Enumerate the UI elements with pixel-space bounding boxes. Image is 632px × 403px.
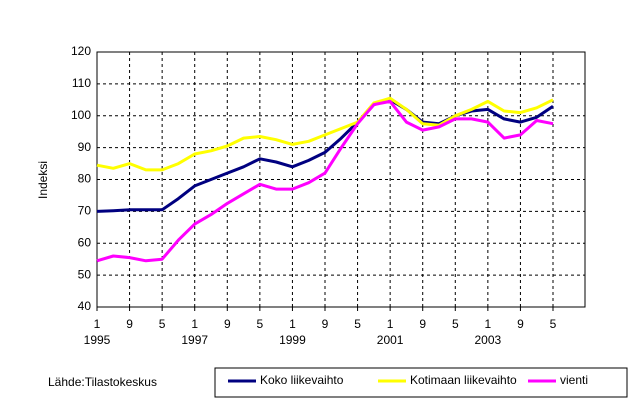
legend-box xyxy=(214,367,628,398)
x-tick-label: 9 xyxy=(126,317,133,331)
x-tick-label: 1 xyxy=(191,317,198,331)
y-tick-label: 90 xyxy=(78,140,92,154)
series-line xyxy=(96,98,554,213)
series-line xyxy=(96,99,554,263)
x-tick-label: 5 xyxy=(452,317,459,331)
x-tick-label: 1 xyxy=(485,317,492,331)
plot-border xyxy=(96,51,586,308)
y-tick-label: 70 xyxy=(78,204,92,218)
legend-label: Kotimaan liikevaihto xyxy=(410,373,517,387)
x-tick-label: 5 xyxy=(159,317,166,331)
y-tick-label: 100 xyxy=(71,108,91,122)
y-tick-label: 120 xyxy=(71,44,91,58)
x-tick-label: 9 xyxy=(322,317,329,331)
y-axis-label: Indeksi xyxy=(36,161,50,199)
x-tick-label: 5 xyxy=(354,317,361,331)
series-line xyxy=(96,96,554,172)
x-year-label: 2003 xyxy=(475,333,502,347)
x-year-label: 1995 xyxy=(84,333,111,347)
x-tick-label: 5 xyxy=(257,317,264,331)
y-tick-label: 40 xyxy=(78,299,92,313)
plot-area xyxy=(97,52,585,307)
source: Lähde:Tilastokeskus xyxy=(48,375,157,389)
legend-label: vienti xyxy=(560,373,588,387)
x-tick-label: 9 xyxy=(419,317,426,331)
x-tick-label: 5 xyxy=(550,317,557,331)
legend-label: Koko liikevaihto xyxy=(260,373,344,387)
x-tick-label: 1 xyxy=(387,317,394,331)
y-tick-label: 80 xyxy=(78,172,92,186)
x-year-label: 2001 xyxy=(377,333,404,347)
x-tick-label: 9 xyxy=(517,317,524,331)
x-year-label: 1997 xyxy=(181,333,208,347)
x-tick-label: 1 xyxy=(94,317,101,331)
y-tick-label: 110 xyxy=(72,76,91,90)
x-year-label: 1999 xyxy=(279,333,306,347)
x-tick-label: 1 xyxy=(289,317,296,331)
y-tick-label: 50 xyxy=(78,267,92,281)
y-tick-label: 60 xyxy=(78,235,92,249)
x-tick-label: 9 xyxy=(224,317,231,331)
